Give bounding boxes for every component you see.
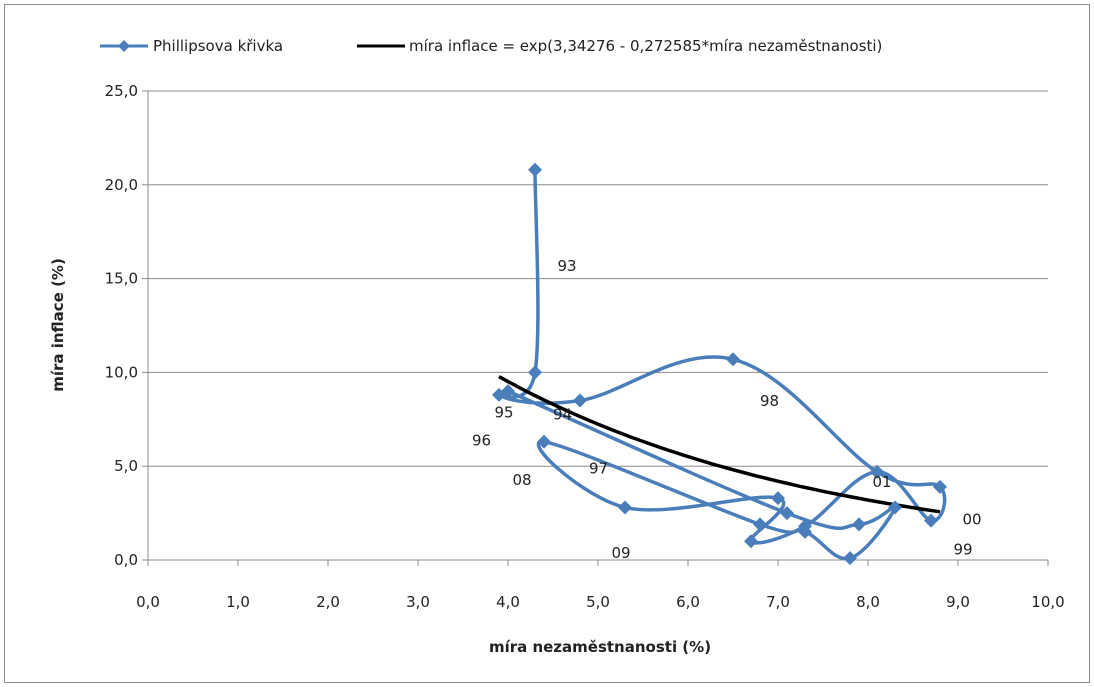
x-tick-label: 5,0 [586,593,610,611]
chart-frame [4,4,1090,683]
legend: Phillipsova křivka míra inflace = exp(3,… [100,37,882,55]
data-point-marker [843,551,857,566]
data-point-marker [501,384,515,399]
x-tick-label: 7,0 [766,593,790,611]
data-point-marker [933,479,947,494]
x-tick-label: 3,0 [406,593,430,611]
y-tick-label: 25,0 [105,82,138,100]
year-label: 00 [963,510,982,528]
x-tick-label: 9,0 [946,593,970,611]
x-tick-label: 10,0 [1031,593,1064,611]
x-tick-label: 0,0 [136,593,160,611]
data-point-marker [798,524,812,539]
data-point-marker [852,517,866,532]
axes: 0,0 5,0 10,0 15,0 20,0 25,0 0,0 1,0 2,0 3,0 4,0 5,0… [105,82,1065,611]
year-label: 08 [513,471,532,489]
year-label: 97 [589,460,608,478]
year-label: 94 [553,405,572,423]
x-tick-label: 2,0 [316,593,340,611]
year-label: 96 [472,432,491,450]
y-tick-label: 20,0 [105,176,138,194]
x-tick-label: 8,0 [856,593,880,611]
data-point-marker [618,500,632,515]
point-labels: 93 95 94 96 98 97 08 01 00 99 09 [472,257,982,562]
data-point-marker [771,491,785,506]
x-tick-label: 4,0 [496,593,520,611]
data-point-marker [888,500,902,515]
series [492,162,947,566]
year-label: 93 [558,257,577,275]
data-point-marker [528,162,542,177]
x-axis-title: míra nezaměstnanosti (%) [489,638,711,656]
y-tick-label: 5,0 [114,457,138,475]
data-point-marker [573,393,587,408]
legend-swatch-phillips-marker [118,40,130,52]
data-point-marker [744,534,758,549]
data-point-marker [537,434,551,449]
gridlines [148,90,1048,467]
data-point-marker [726,352,740,367]
y-tick-label: 0,0 [114,551,138,569]
x-tick-label: 6,0 [676,593,700,611]
year-label: 99 [954,540,973,558]
y-axis-title: míra inflace (%) [49,258,67,392]
data-point-marker [924,513,938,528]
year-label: 09 [612,544,631,562]
exponential-trend-line [498,375,941,514]
year-label: 98 [760,392,779,410]
data-point-marker [780,506,794,521]
legend-label-trend: míra inflace = exp(3,34276 - 0,272585*mí… [409,37,882,55]
y-tick-label: 15,0 [105,270,138,288]
year-label: 95 [495,403,514,421]
data-point-marker [528,365,542,380]
data-point-marker [753,517,767,532]
year-label: 01 [873,473,892,491]
x-tick-label: 1,0 [226,593,250,611]
y-tick-label: 10,0 [105,363,138,381]
data-point-marker [870,464,884,479]
legend-label-phillips: Phillipsova křivka [153,37,283,55]
